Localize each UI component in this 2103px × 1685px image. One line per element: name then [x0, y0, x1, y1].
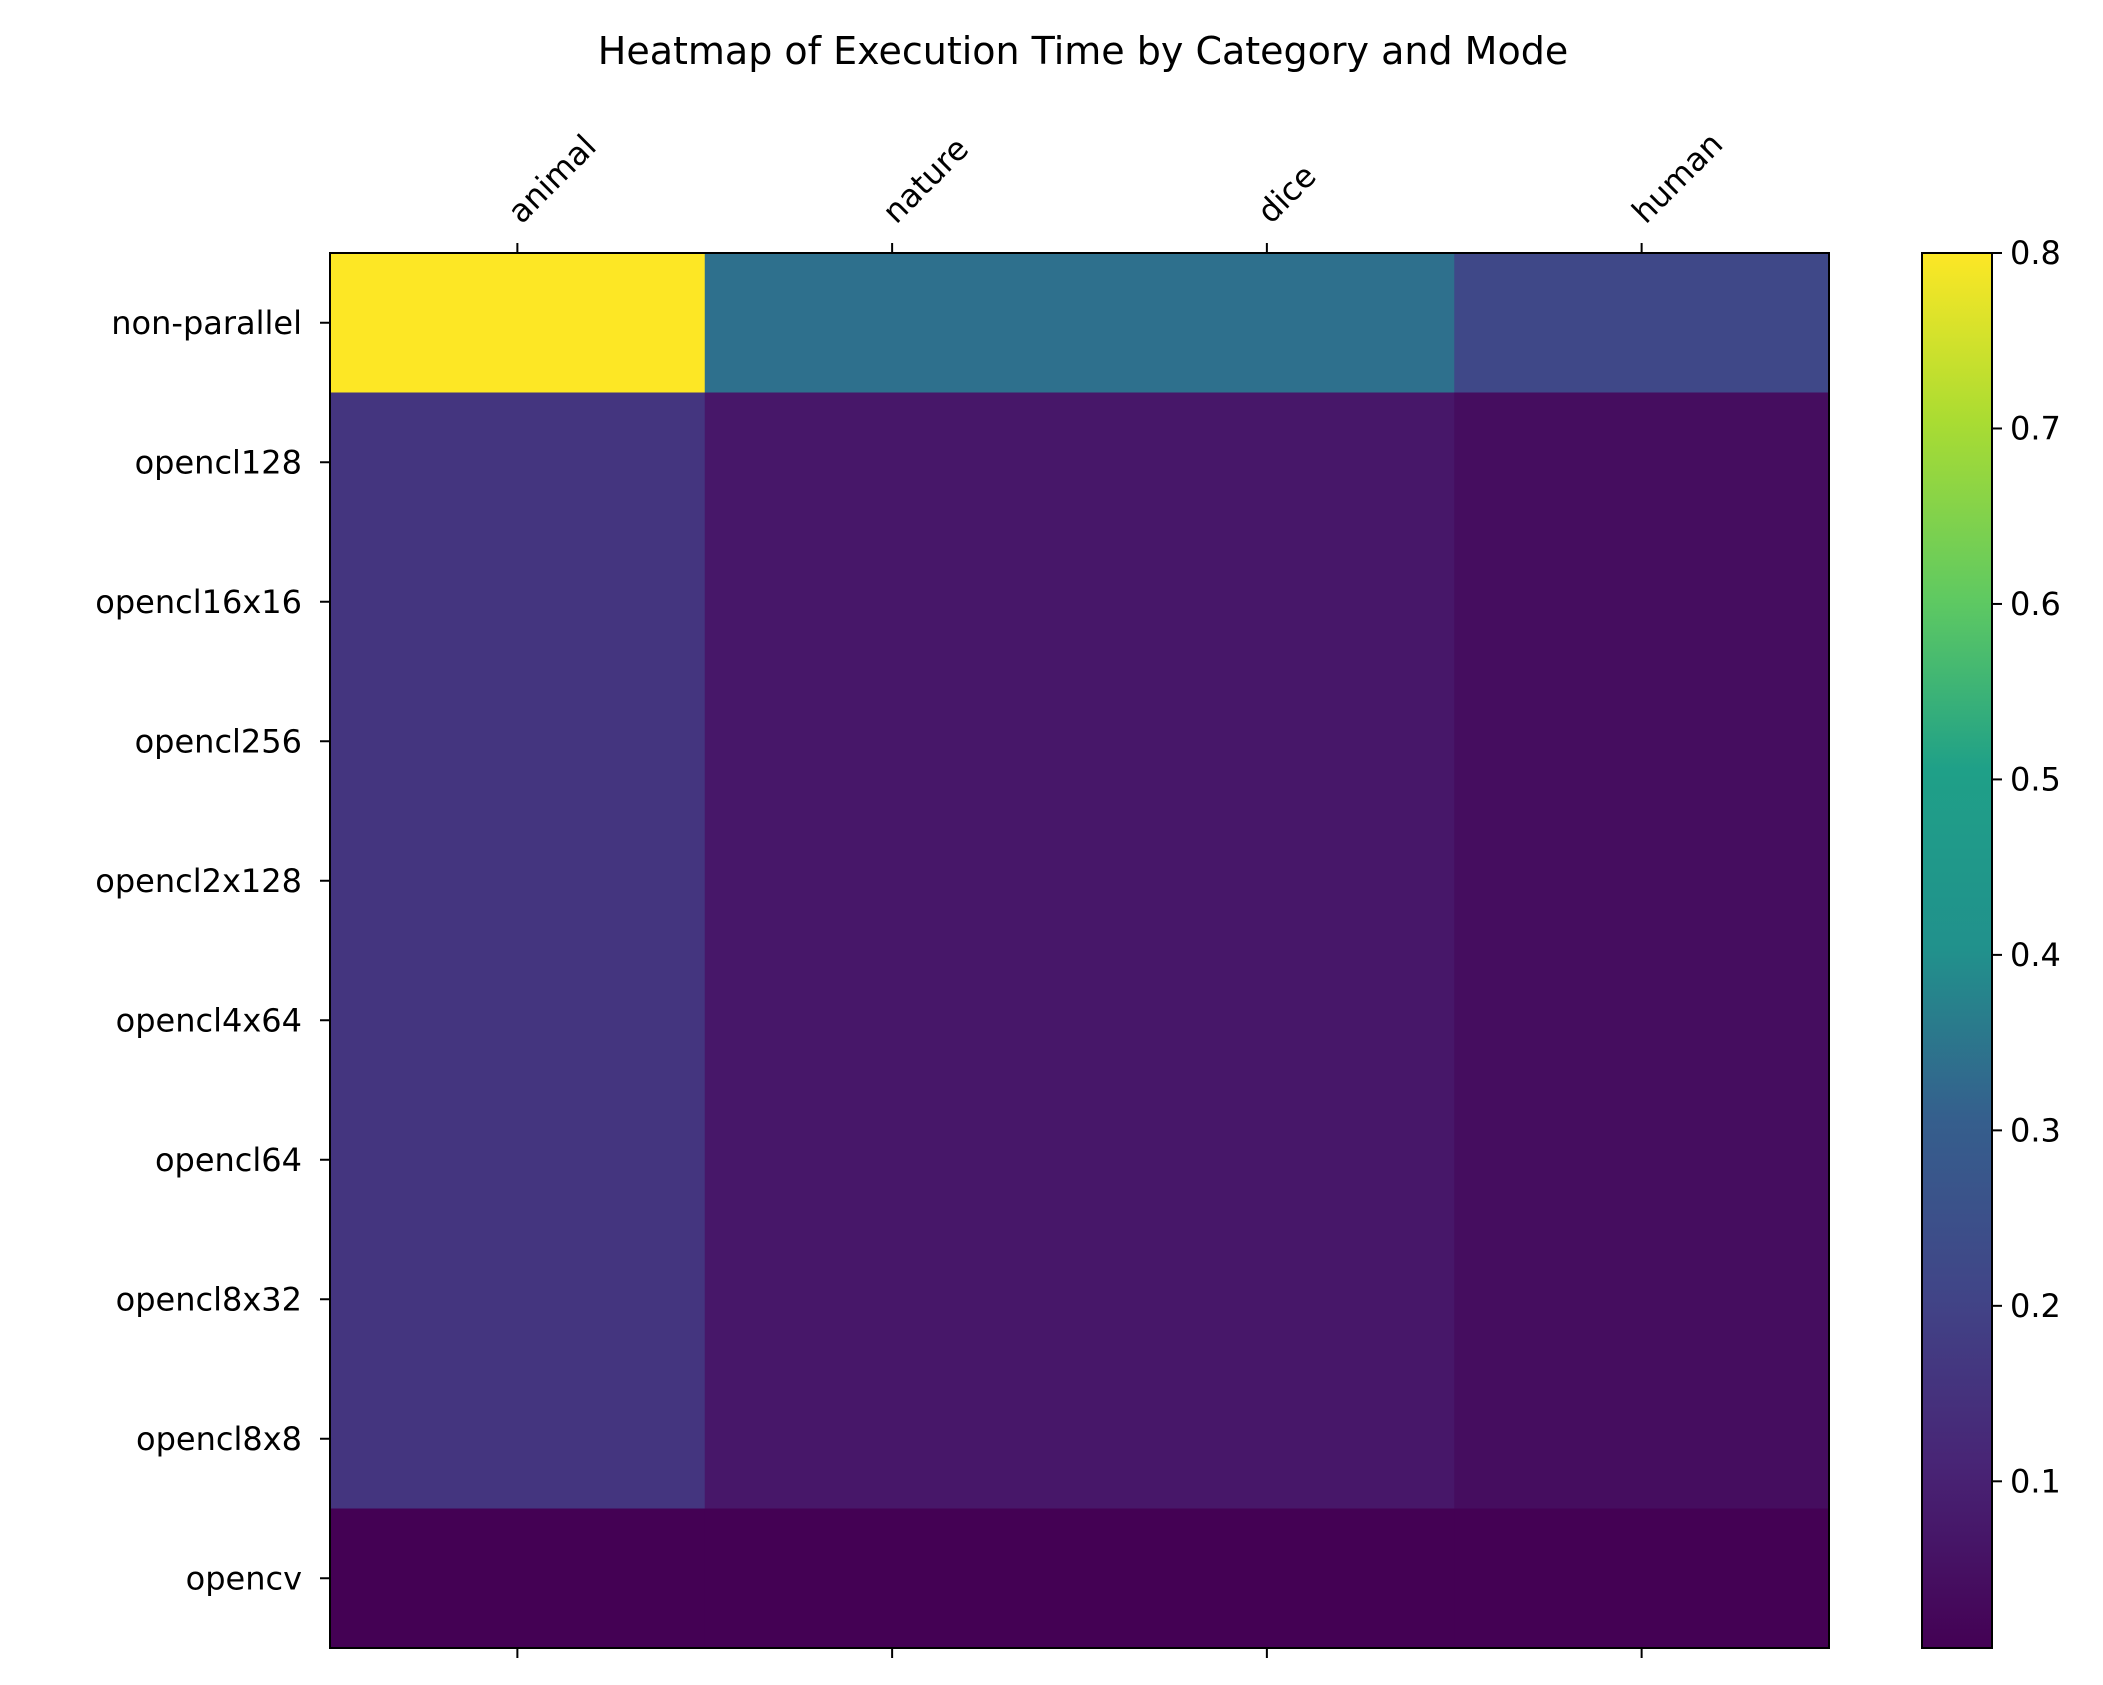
y-tick-label: opencl128: [135, 443, 302, 481]
x-tick-label: animal: [500, 127, 604, 231]
plot-frame: [329, 252, 1830, 1649]
y-tick-label: opencl8x8: [136, 1420, 302, 1458]
heatmap-cell: [1079, 1369, 1455, 1510]
chart-title: Heatmap of Execution Time by Category an…: [598, 29, 1568, 73]
colorbar-tick-label: 0.5: [2010, 760, 2061, 798]
heatmap-cell: [704, 532, 1081, 673]
heatmap-cell: [704, 1508, 1081, 1649]
heatmap-cell: [704, 1229, 1081, 1370]
heatmap-cell: [330, 1090, 706, 1231]
colorbar-tick-label: 0.1: [2010, 1462, 2061, 1500]
y-tick-label: non-parallel: [111, 304, 302, 342]
colorbar-tick-label: 0.4: [2010, 936, 2061, 974]
y-tick-label: opencl2x128: [95, 862, 302, 900]
heatmap-cell: [1454, 1090, 1830, 1231]
heatmap-cell: [330, 811, 706, 952]
heatmap-cell: [704, 1369, 1081, 1510]
y-tick-label: opencl64: [155, 1141, 302, 1179]
heatmap-cell: [1079, 1229, 1455, 1370]
colorbar-tick-label: 0.6: [2010, 585, 2061, 623]
x-tick-label: human: [1624, 125, 1730, 231]
heatmap-cell: [330, 1508, 706, 1649]
heatmap-cell: [704, 811, 1081, 952]
y-axis-ticks: non-parallel opencl128 opencl16x16 opencl25…: [95, 304, 330, 1597]
heatmap-cells: [330, 253, 1830, 1649]
colorbar-tick-label: 0.7: [2010, 409, 2061, 447]
y-tick-label: opencl8x32: [116, 1280, 302, 1318]
y-tick-label: opencl16x16: [95, 583, 302, 621]
heatmap-cell: [704, 1090, 1081, 1231]
y-tick-label: opencv: [186, 1559, 302, 1597]
colorbar-tick-label: 0.3: [2010, 1111, 2061, 1149]
heatmap-cell: [1079, 532, 1455, 673]
heatmap-cell: [1454, 671, 1830, 812]
heatmap-cell: [1079, 1090, 1455, 1231]
heatmap-cell: [330, 1369, 706, 1510]
colorbar-gradient: [1922, 253, 1992, 1648]
heatmap-cell: [330, 253, 706, 394]
heatmap-cell: [1454, 392, 1830, 533]
heatmap-cell: [330, 950, 706, 1091]
x-tick-label: dice: [1250, 157, 1324, 231]
heatmap-cell: [1079, 253, 1455, 394]
heatmap-cell: [1454, 1229, 1830, 1370]
heatmap-cell: [704, 392, 1081, 533]
heatmap-cell: [1454, 950, 1830, 1091]
heatmap-cell: [1079, 671, 1455, 812]
heatmap-cell: [1454, 1508, 1830, 1649]
heatmap-cell: [330, 392, 706, 533]
heatmap-cell: [1454, 811, 1830, 952]
colorbar-tick-label: 0.8: [2010, 234, 2061, 272]
heatmap-cell: [1079, 392, 1455, 533]
heatmap-cell: [704, 671, 1081, 812]
y-tick-label: opencl4x64: [116, 1001, 302, 1039]
heatmap-cell: [330, 532, 706, 673]
heatmap-cell: [1454, 532, 1830, 673]
heatmap-cell: [704, 950, 1081, 1091]
heatmap-cell: [1454, 1369, 1830, 1510]
x-tick-label: nature: [875, 130, 976, 231]
heatmap-cell: [1079, 1508, 1455, 1649]
heatmap-cell: [330, 1229, 706, 1370]
heatmap-cell: [330, 671, 706, 812]
colorbar-frame: [1921, 252, 1993, 1649]
heatmap-cell: [1454, 253, 1830, 394]
y-tick-label: opencl256: [135, 722, 302, 760]
colorbar-ticks: 0.1 0.2 0.3 0.4 0.5 0.6 0.7 0.8: [1992, 234, 2061, 1500]
colorbar-tick-label: 0.2: [2010, 1287, 2061, 1325]
heatmap-cell: [704, 253, 1081, 394]
colorbar: 0.1 0.2 0.3 0.4 0.5 0.6 0.7 0.8: [1921, 234, 2061, 1649]
heatmap-cell: [1079, 811, 1455, 952]
heatmap-cell: [1079, 950, 1455, 1091]
